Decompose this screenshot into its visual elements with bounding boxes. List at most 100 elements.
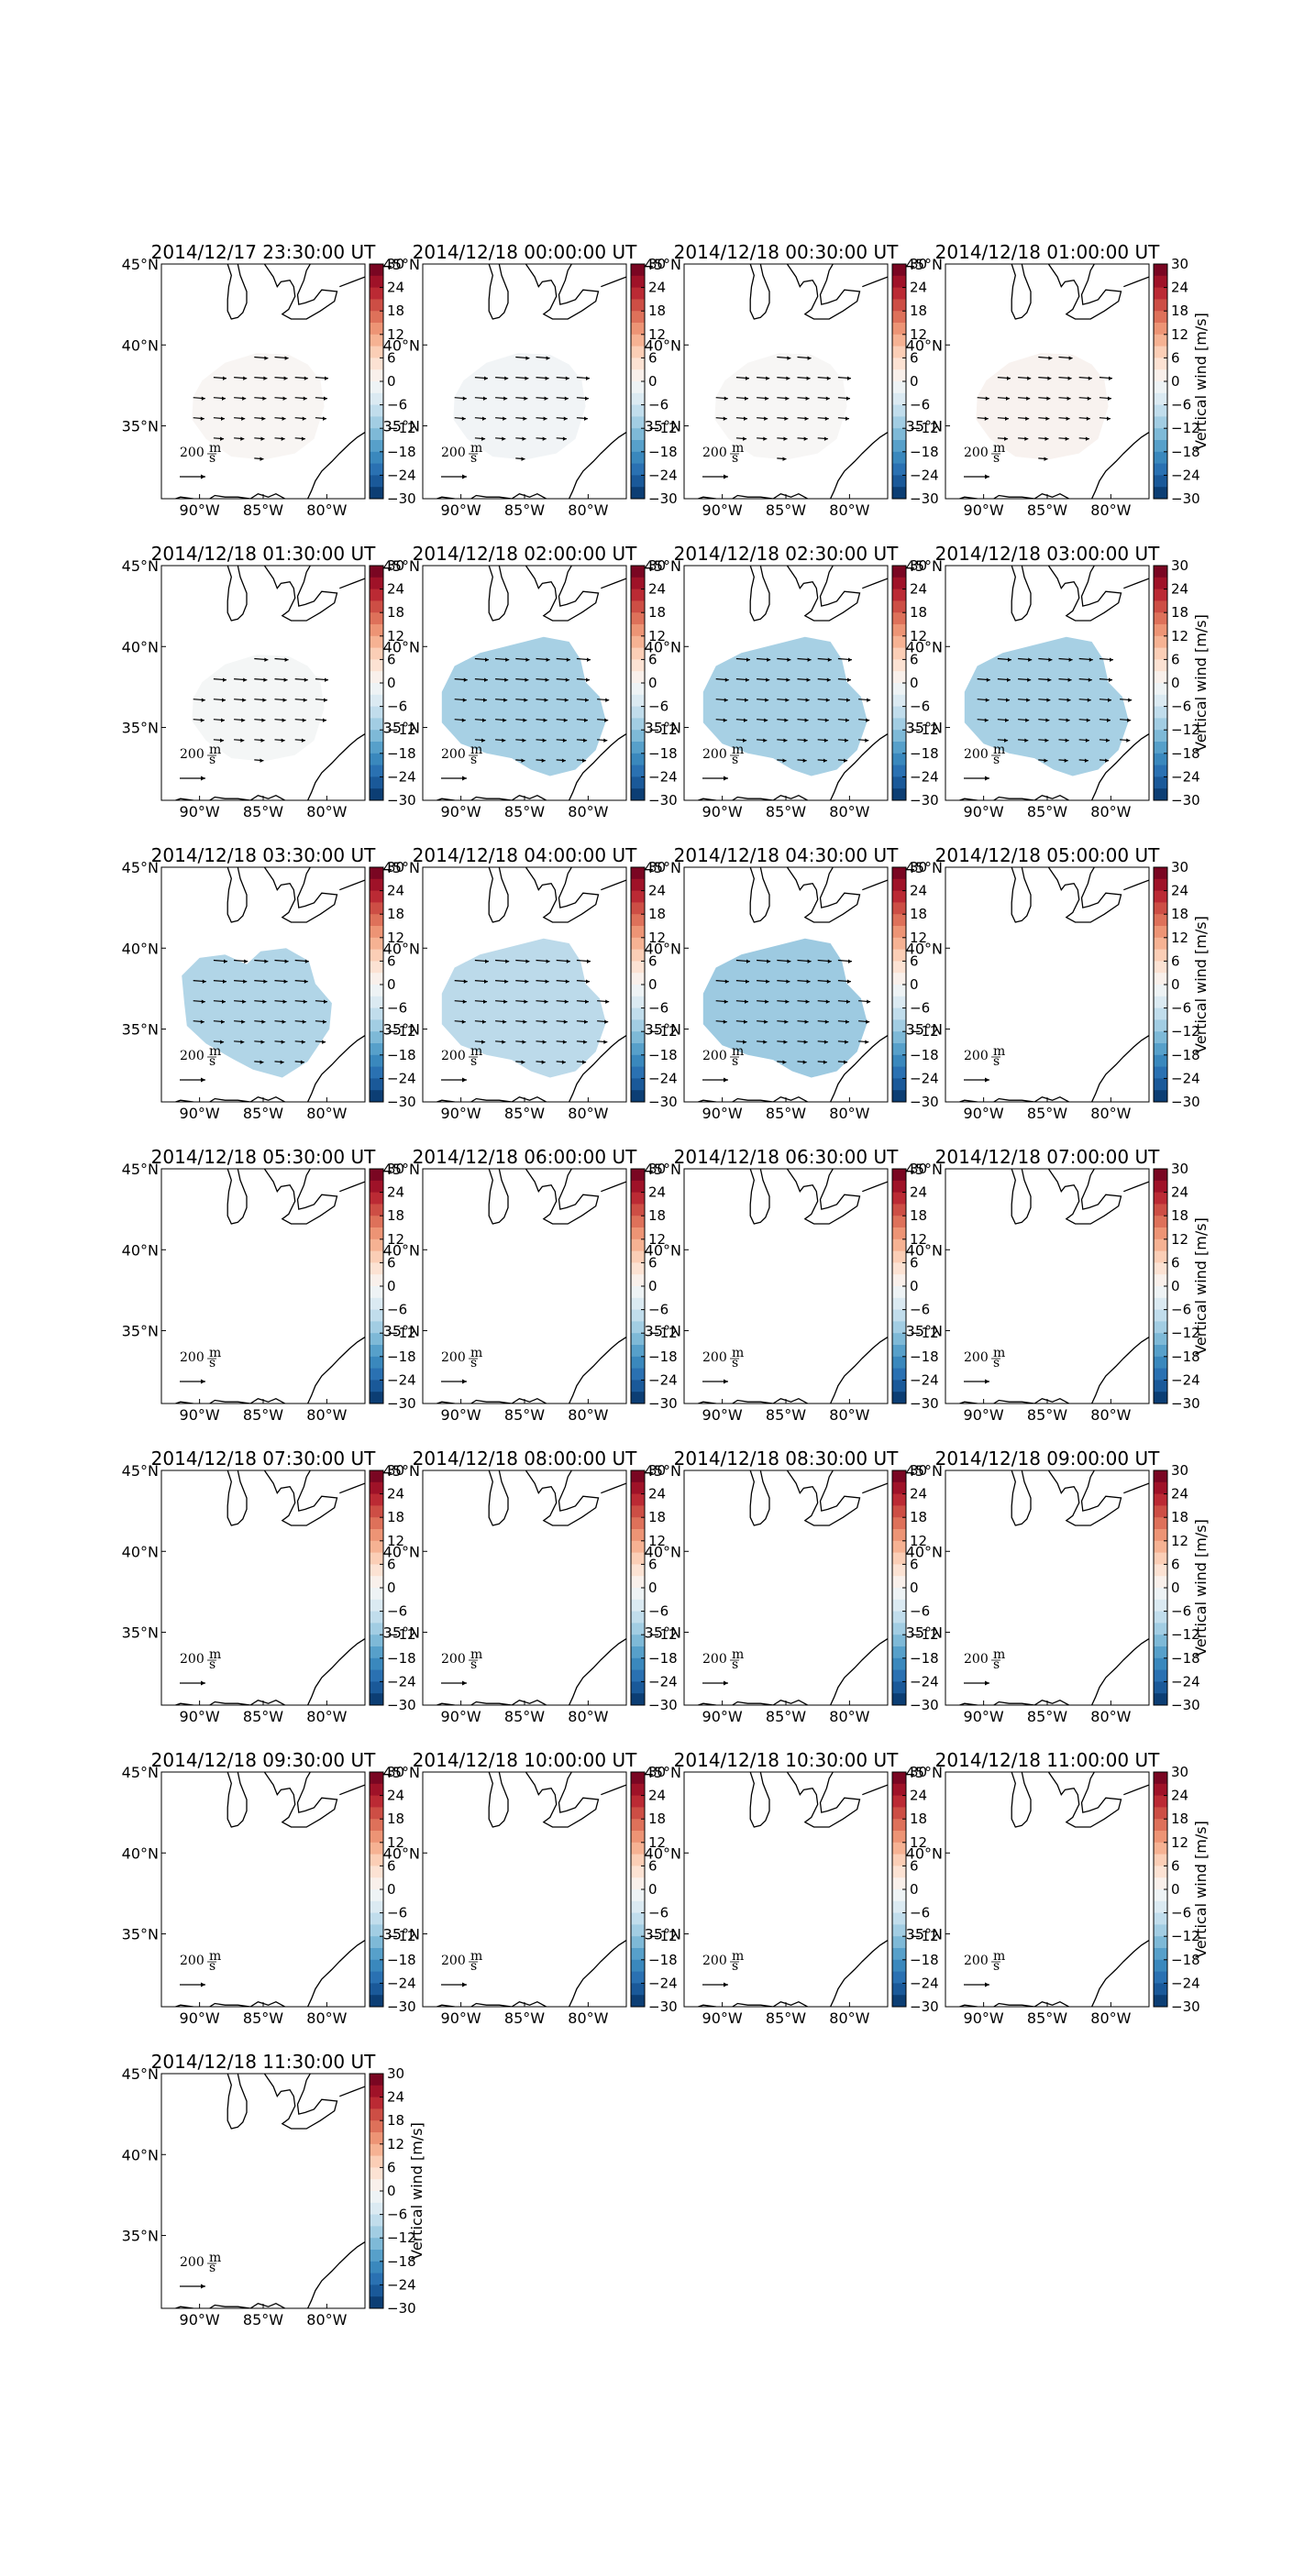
colorbar-band — [892, 1090, 906, 1103]
x-tick-label: 80°W — [306, 1708, 347, 1725]
colorbar-band — [1154, 1657, 1167, 1671]
colorbar-tick-label: 12 — [648, 628, 666, 644]
colorbar-tick-label: 12 — [387, 930, 404, 946]
wind-vector-head — [1108, 698, 1111, 702]
colorbar-tick-label: −12 — [648, 1928, 678, 1944]
wind-vector-head — [848, 959, 852, 963]
wind-vector-head — [282, 698, 287, 702]
colorbar-band — [892, 647, 906, 660]
colorbar-band — [370, 475, 383, 488]
wind-vector-head — [867, 999, 871, 1004]
coastline — [1091, 1638, 1149, 1705]
coastline — [786, 264, 861, 320]
coastline — [227, 867, 248, 923]
wind-vector-head — [522, 738, 526, 743]
colorbar-band — [892, 1912, 906, 1925]
colorbar-tick-label: −6 — [387, 699, 407, 715]
colorbar-band — [370, 323, 383, 336]
colorbar-tick-label: 18 — [1171, 1207, 1188, 1224]
wind-vector-head — [503, 416, 507, 421]
colorbar-tick-label: 18 — [1171, 604, 1188, 621]
x-tick-label: 90°W — [180, 1105, 220, 1122]
reference-vector-unit-top: m — [470, 441, 482, 456]
colorbar-band — [631, 730, 645, 743]
colorbar-band — [892, 878, 906, 892]
x-tick-label: 85°W — [1027, 501, 1067, 519]
reference-vector-head — [985, 1379, 989, 1384]
panel-title: 2014/12/18 08:00:00 UT — [413, 1448, 637, 1470]
wind-vector-head — [523, 718, 527, 722]
wind-vector-head — [224, 959, 227, 963]
colorbar-band — [370, 1481, 383, 1495]
y-tick-label: 40°N — [906, 940, 943, 957]
x-tick-label: 80°W — [829, 501, 869, 519]
coastline — [601, 1482, 626, 1494]
colorbar-band — [631, 1392, 645, 1404]
wind-vector-head — [586, 376, 590, 380]
y-tick-label: 40°N — [122, 1543, 159, 1560]
colorbar-band — [370, 1169, 383, 1182]
wind-vector-head — [546, 356, 550, 360]
wind-vector-head — [1028, 657, 1033, 662]
colorbar-band — [370, 1321, 383, 1334]
colorbar-band — [370, 1529, 383, 1542]
colorbar-band — [370, 624, 383, 637]
wind-vector-head — [764, 718, 768, 722]
colorbar-band — [370, 1842, 383, 1855]
colorbar-band — [892, 1192, 906, 1205]
x-tick-label: 90°W — [180, 1406, 220, 1424]
wind-vector-head — [1109, 677, 1112, 682]
colorbar-label: Vertical wind [m/s] — [1192, 1821, 1210, 1958]
colorbar-band — [1154, 299, 1167, 312]
colorbar-tick-label: −18 — [1171, 1349, 1200, 1365]
wind-vector-head — [823, 738, 828, 743]
colorbar-band — [631, 1204, 645, 1216]
x-tick-label: 80°W — [1090, 1708, 1131, 1725]
colorbar-tick-label: −12 — [387, 420, 416, 436]
colorbar-band — [1154, 1576, 1167, 1589]
wind-vector-head — [984, 718, 989, 722]
colorbar-band — [631, 765, 645, 777]
x-tick-label: 80°W — [1090, 803, 1131, 820]
colorbar-band — [1154, 1669, 1167, 1682]
colorbar-band — [631, 1924, 645, 1937]
colorbar-band — [892, 440, 906, 453]
colorbar-band — [370, 647, 383, 660]
x-tick-label: 90°W — [702, 501, 743, 519]
colorbar-label: Vertical wind [m/s] — [408, 2122, 425, 2260]
wind-vector-head — [807, 657, 812, 662]
colorbar-label: Vertical wind [m/s] — [1192, 614, 1210, 752]
colorbar-tick-label: 30 — [648, 859, 666, 875]
wind-vector-head — [783, 1040, 788, 1044]
reference-vector-unit-bottom: s — [209, 2261, 216, 2275]
wind-vector-head — [241, 718, 246, 722]
coastline — [1047, 264, 1122, 320]
colorbar-band — [892, 392, 906, 406]
y-tick-label: 35°N — [645, 1624, 681, 1642]
colorbar-tick-label: 12 — [910, 930, 927, 946]
colorbar-tick-label: 24 — [648, 1486, 666, 1503]
colorbar-tick-label: 6 — [910, 651, 919, 667]
reference-vector-unit-top: m — [732, 441, 744, 456]
colorbar-tick-label: −6 — [910, 397, 930, 413]
wind-vector-head — [1004, 436, 1009, 441]
map-area — [957, 1772, 1149, 2007]
wind-vector-head — [543, 416, 547, 421]
colorbar-tick-label: 30 — [387, 1462, 404, 1479]
colorbar-tick-label: 18 — [387, 1509, 404, 1525]
colorbar-tick-label: 0 — [910, 675, 919, 691]
colorbar-band — [631, 1693, 645, 1706]
wind-vector-head — [1044, 436, 1049, 441]
colorbar-tick-label: 24 — [1171, 1184, 1188, 1201]
colorbar-band — [370, 1635, 383, 1647]
colorbar-band — [370, 671, 383, 684]
reference-vector-unit-bottom: s — [209, 1356, 216, 1371]
colorbar-tick-label: 30 — [910, 1161, 927, 1177]
x-tick-label: 85°W — [766, 501, 806, 519]
map-area — [173, 1169, 365, 1404]
reference-vector-unit-top: m — [470, 1346, 482, 1360]
panel-title: 2014/12/18 11:30:00 UT — [151, 2051, 376, 2073]
colorbar-band — [1154, 985, 1167, 997]
colorbar-band — [892, 577, 906, 590]
